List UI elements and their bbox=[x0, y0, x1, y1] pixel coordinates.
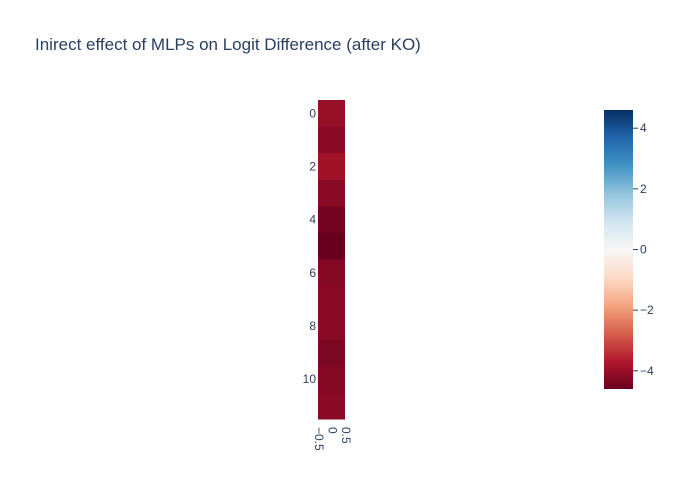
heatmap-cell-row-7 bbox=[318, 286, 345, 314]
y-tick-label: 0 bbox=[309, 106, 316, 120]
y-axis-ticks: 0 2 4 6 8 10 bbox=[303, 106, 317, 386]
colorbar-ticks: 4 2 0 −2 −4 bbox=[633, 121, 654, 378]
y-tick-label: 8 bbox=[309, 319, 316, 333]
y-tick-label: 2 bbox=[309, 159, 316, 173]
colorbar-tick-label: 2 bbox=[640, 182, 647, 196]
x-tick-label: 0 bbox=[325, 427, 339, 434]
x-tick-label: 0.5 bbox=[339, 427, 353, 444]
heatmap-cell-row-8 bbox=[318, 312, 345, 340]
y-tick-label: 6 bbox=[309, 266, 316, 280]
heatmap-cells bbox=[318, 100, 345, 420]
heatmap-cell-row-6 bbox=[318, 259, 345, 287]
heatmap-cell-row-11 bbox=[318, 392, 345, 420]
heatmap-cell-row-5 bbox=[318, 232, 345, 260]
heatmap-cell-row-2 bbox=[318, 153, 345, 181]
colorbar bbox=[604, 110, 633, 389]
x-tick-label: −0.5 bbox=[312, 427, 326, 451]
heatmap-cell-row-3 bbox=[318, 179, 345, 207]
y-tick-label: 4 bbox=[309, 213, 316, 227]
x-axis-ticks: −0.5 0 0.5 bbox=[312, 427, 353, 451]
colorbar-tick-label: 0 bbox=[640, 243, 647, 257]
heatmap-cell-row-1 bbox=[318, 126, 345, 154]
y-tick-label: 10 bbox=[303, 372, 317, 386]
heatmap-cell-row-4 bbox=[318, 206, 345, 234]
colorbar-tick-label: 4 bbox=[640, 121, 647, 135]
heatmap-cell-row-10 bbox=[318, 365, 345, 393]
chart-title: Inirect effect of MLPs on Logit Differen… bbox=[35, 35, 421, 54]
colorbar-tick-label: −4 bbox=[640, 364, 654, 378]
heatmap-cell-row-9 bbox=[318, 339, 345, 367]
heatmap-cell-row-0 bbox=[318, 100, 345, 128]
colorbar-tick-label: −2 bbox=[640, 303, 654, 317]
